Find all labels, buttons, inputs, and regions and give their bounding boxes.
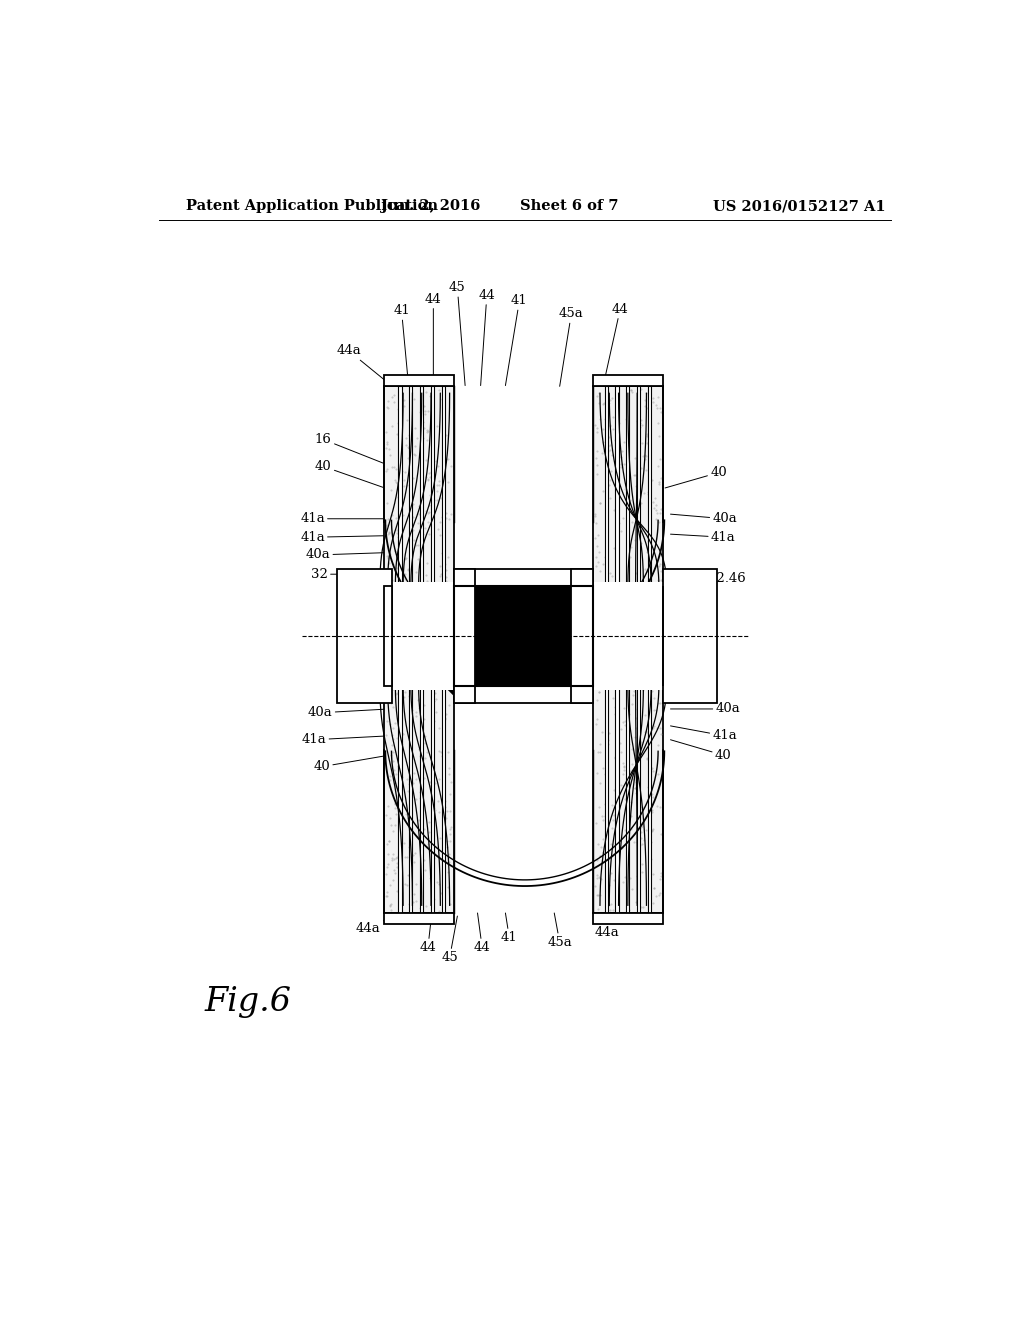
Text: 41a: 41a [302,733,388,746]
Bar [384,586,391,686]
Text: 40a: 40a [308,706,389,719]
Text: 45a: 45a [559,308,584,387]
Bar [384,375,454,385]
Text: 45: 45 [449,281,466,385]
Bar [454,586,593,686]
Bar [648,385,651,913]
Bar [637,385,640,913]
Bar [663,569,717,702]
Text: 41a: 41a [671,531,735,544]
Text: 41: 41 [506,294,527,385]
Bar [571,569,593,686]
Bar [398,385,401,913]
Bar [593,375,663,385]
Bar [593,385,663,913]
Text: 41a: 41a [671,622,737,635]
Text: 32: 32 [311,568,388,581]
Text: 40a: 40a [305,548,386,561]
Text: 40: 40 [665,466,727,488]
Bar [593,913,663,924]
Text: 44a: 44a [595,913,620,939]
Bar [384,385,454,913]
Text: Jun. 2, 2016: Jun. 2, 2016 [381,199,480,213]
Text: 44: 44 [474,913,490,954]
Bar [431,385,434,913]
Bar [593,582,903,689]
Text: 41a: 41a [300,512,386,525]
Text: 41: 41 [393,305,410,385]
Bar [442,385,445,913]
Text: C2: C2 [284,630,302,643]
Text: 40a: 40a [693,644,741,657]
Text: 44: 44 [420,913,436,954]
Text: 45a: 45a [547,913,572,949]
Bar [420,385,423,913]
Text: 44: 44 [478,289,496,385]
Text: 44a: 44a [337,345,388,383]
Text: 40a: 40a [671,512,737,525]
Text: Fig.6: Fig.6 [205,986,292,1018]
Bar [337,569,391,702]
Text: 44: 44 [425,293,441,385]
Bar [454,686,593,702]
Bar [604,385,607,913]
Bar [454,586,593,686]
Bar [571,686,593,702]
Text: 44: 44 [603,302,629,387]
Text: 16: 16 [314,433,391,466]
Text: 40: 40 [315,459,389,490]
Text: 40a: 40a [671,702,740,715]
Text: US 2016/0152127 A1: US 2016/0152127 A1 [713,199,886,213]
Text: 42,46: 42,46 [671,572,745,585]
Text: 45: 45 [441,916,458,964]
Text: 44a: 44a [356,913,399,935]
Text: Patent Application Publication: Patent Application Publication [186,199,438,213]
Text: 41: 41 [501,913,518,944]
Text: 40: 40 [313,755,389,774]
Text: 40: 40 [671,739,731,762]
Bar [384,913,454,924]
Bar [627,385,630,913]
Bar [615,385,618,913]
Text: 41a: 41a [671,726,737,742]
Bar [454,569,593,586]
Bar [454,569,475,686]
Bar [128,582,454,689]
Text: 41a: 41a [300,531,386,544]
Bar [410,385,413,913]
Text: Sheet 6 of 7: Sheet 6 of 7 [520,199,618,213]
Bar [454,686,475,702]
